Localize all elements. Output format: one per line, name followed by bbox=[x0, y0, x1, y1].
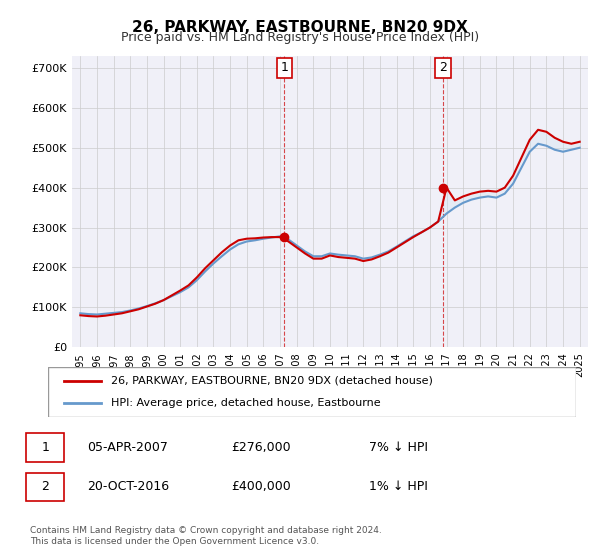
Text: 20-OCT-2016: 20-OCT-2016 bbox=[87, 480, 169, 493]
Text: £400,000: £400,000 bbox=[231, 480, 290, 493]
Text: £276,000: £276,000 bbox=[231, 441, 290, 454]
FancyBboxPatch shape bbox=[26, 433, 64, 461]
Text: 1% ↓ HPI: 1% ↓ HPI bbox=[369, 480, 428, 493]
Text: HPI: Average price, detached house, Eastbourne: HPI: Average price, detached house, East… bbox=[112, 398, 381, 408]
Text: 2: 2 bbox=[41, 480, 49, 493]
Text: 2: 2 bbox=[439, 62, 447, 74]
Text: 26, PARKWAY, EASTBOURNE, BN20 9DX (detached house): 26, PARKWAY, EASTBOURNE, BN20 9DX (detac… bbox=[112, 376, 433, 386]
Text: 26, PARKWAY, EASTBOURNE, BN20 9DX: 26, PARKWAY, EASTBOURNE, BN20 9DX bbox=[132, 20, 468, 35]
Text: 7% ↓ HPI: 7% ↓ HPI bbox=[369, 441, 428, 454]
Text: Price paid vs. HM Land Registry's House Price Index (HPI): Price paid vs. HM Land Registry's House … bbox=[121, 31, 479, 44]
Text: 05-APR-2007: 05-APR-2007 bbox=[87, 441, 168, 454]
Text: 1: 1 bbox=[41, 441, 49, 454]
Text: Contains HM Land Registry data © Crown copyright and database right 2024.
This d: Contains HM Land Registry data © Crown c… bbox=[30, 526, 382, 546]
Text: 1: 1 bbox=[280, 62, 288, 74]
FancyBboxPatch shape bbox=[48, 367, 576, 417]
FancyBboxPatch shape bbox=[26, 473, 64, 501]
